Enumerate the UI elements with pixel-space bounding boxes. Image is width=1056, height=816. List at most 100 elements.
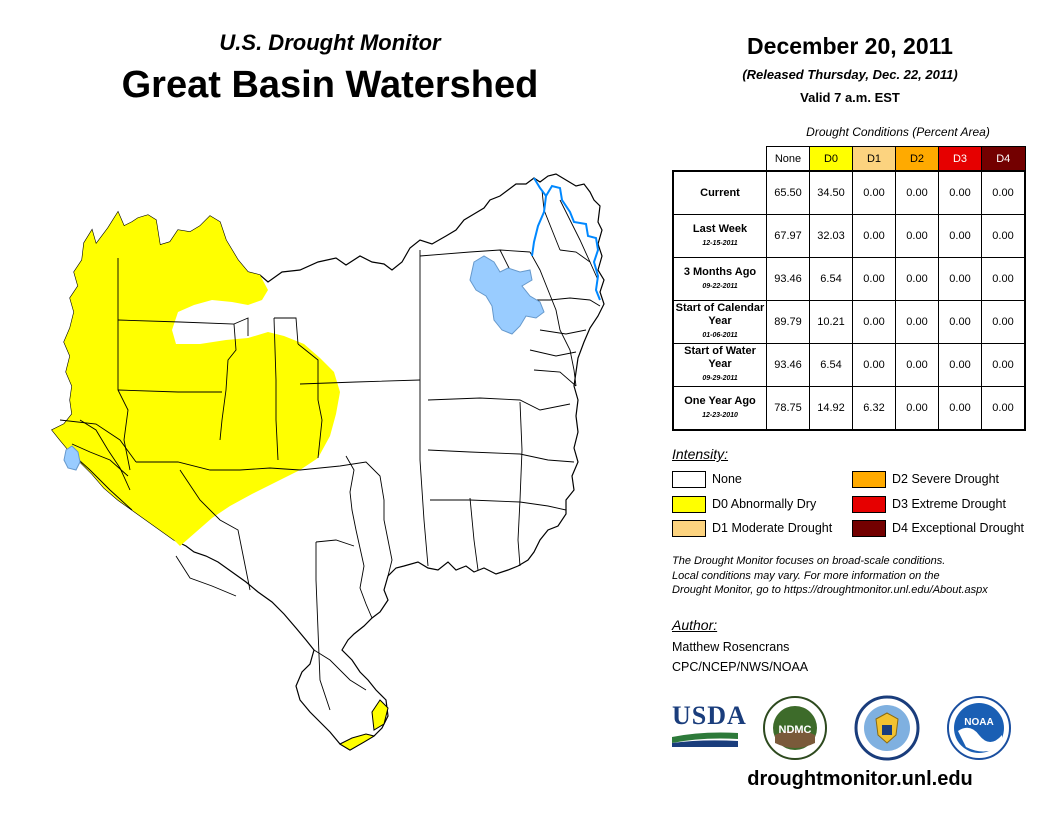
commerce-logo	[854, 695, 920, 761]
cell-value: 65.50	[766, 170, 810, 215]
cell-value: 0.00	[895, 343, 939, 387]
table-row: Start of Water Year 09-29-2011 93.46 6.54…	[672, 343, 1026, 387]
release-date: (Released Thursday, Dec. 22, 2011)	[742, 67, 958, 82]
cell-value: 0.00	[981, 170, 1026, 215]
noaa-logo: NOAA	[947, 696, 1011, 760]
usda-logo-text: USDA	[672, 701, 747, 730]
noaa-logo-text: NOAA	[964, 717, 993, 728]
disclaimer-note: The Drought Monitor focuses on broad-sca…	[672, 554, 1052, 598]
cell-value: 0.00	[895, 386, 939, 431]
legend-swatch-d3	[852, 496, 886, 513]
usda-logo-swoosh	[672, 732, 738, 747]
cell-value: 0.00	[981, 300, 1026, 344]
valid-time: Valid 7 a.m. EST	[800, 90, 900, 105]
cell-value: 93.46	[766, 343, 810, 387]
row-label: 3 Months Ago 09-22-2011	[672, 257, 767, 301]
ndmc-logo-text: NDMC	[779, 724, 812, 736]
header-empty-cell	[673, 147, 767, 172]
cell-value: 0.00	[852, 300, 896, 344]
cell-value: 78.75	[766, 386, 810, 431]
cell-value: 89.79	[766, 300, 810, 344]
cell-value: 6.54	[809, 343, 853, 387]
cell-value: 6.32	[852, 386, 896, 431]
cell-value: 0.00	[938, 343, 982, 387]
footer-url[interactable]: droughtmonitor.unl.edu	[747, 768, 973, 790]
cell-value: 14.92	[809, 386, 853, 431]
cell-value: 0.00	[938, 300, 982, 344]
legend-label-none: None	[712, 472, 742, 486]
table-row: 3 Months Ago 09-22-2011 93.46 6.54 0.00 0…	[672, 257, 1026, 301]
cell-value: 0.00	[981, 343, 1026, 387]
cell-value: 0.00	[938, 257, 982, 301]
watershed-map	[51, 173, 605, 751]
cell-value: 0.00	[852, 257, 896, 301]
map-date: December 20, 2011	[747, 33, 953, 59]
author-heading: Author:	[672, 617, 718, 633]
author-name: Matthew Rosencrans	[672, 640, 790, 654]
cell-value: 0.00	[852, 170, 896, 215]
d0-area-west	[52, 212, 340, 546]
cell-value: 0.00	[981, 386, 1026, 431]
row-label: Current	[672, 170, 767, 215]
conditions-header-row: None D0 D1 D2 D3 D4	[673, 146, 1026, 172]
row-label: Start of Calendar Year 01-06-2011	[672, 300, 767, 344]
legend-label-d4: D4 Exceptional Drought	[892, 521, 1025, 535]
map-title: Great Basin Watershed	[121, 64, 539, 106]
col-d3: D3	[938, 146, 982, 172]
d0-area-south	[338, 733, 376, 751]
cell-value: 0.00	[938, 386, 982, 431]
legend-swatch-none	[672, 471, 706, 488]
author-org: CPC/NCEP/NWS/NOAA	[672, 660, 809, 674]
legend-swatch-d1	[672, 520, 706, 537]
col-none: None	[766, 146, 810, 172]
cell-value: 0.00	[895, 257, 939, 301]
legend-title: Intensity:	[672, 446, 729, 462]
col-d4: D4	[981, 146, 1026, 172]
table-row: Last Week 12-15-2011 67.97 32.03 0.00 0.0…	[672, 214, 1026, 258]
row-label: Start of Water Year 09-29-2011	[672, 343, 767, 387]
table-row: Current 65.50 34.50 0.00 0.00 0.00 0.00	[672, 170, 1026, 215]
conditions-table: None D0 D1 D2 D3 D4 Current 65.50 34.50 …	[672, 146, 1026, 431]
river-line	[533, 177, 601, 301]
cell-value: 0.00	[938, 214, 982, 258]
cell-value: 0.00	[852, 343, 896, 387]
cell-value: 0.00	[852, 214, 896, 258]
river-line-west	[531, 195, 547, 257]
subbasin-boundaries	[59, 189, 601, 711]
col-d0: D0	[809, 146, 853, 172]
note-line: Drought Monitor, go to https://droughtmo…	[672, 584, 988, 596]
legend-label-d1: D1 Moderate Drought	[712, 521, 833, 535]
note-line: Local conditions may vary. For more info…	[672, 569, 940, 582]
lake-tahoe	[63, 445, 81, 471]
cell-value: 0.00	[981, 214, 1026, 258]
cell-value: 0.00	[895, 170, 939, 215]
usda-logo: USDA	[672, 701, 747, 747]
cell-value: 0.00	[938, 170, 982, 215]
note-line: The Drought Monitor focuses on broad-sca…	[672, 555, 946, 567]
legend-swatch-d4	[852, 520, 886, 537]
map-subtitle: U.S. Drought Monitor	[219, 30, 441, 55]
cell-value: 67.97	[766, 214, 810, 258]
col-d1: D1	[852, 146, 896, 172]
legend-swatch-d2	[852, 471, 886, 488]
cell-value: 32.03	[809, 214, 853, 258]
table-row: One Year Ago 12-23-2010 78.75 14.92 6.32 …	[672, 386, 1026, 431]
row-date: 01-06-2011	[702, 332, 738, 339]
row-date: 09-22-2011	[702, 282, 738, 290]
cell-value: 0.00	[895, 214, 939, 258]
table-row: Start of Calendar Year 01-06-2011 89.79 1…	[672, 300, 1026, 344]
row-date: 09-29-2011	[702, 375, 738, 382]
cell-value: 0.00	[895, 300, 939, 344]
legend-label-d0: D0 Abnormally Dry	[712, 497, 817, 511]
legend-label-d3: D3 Extreme Drought	[892, 497, 1006, 511]
cell-value: 34.50	[809, 170, 853, 215]
row-date: 12-15-2011	[702, 239, 738, 247]
legend-label-d2: D2 Severe Drought	[892, 472, 1000, 486]
row-label: Last Week 12-15-2011	[672, 214, 767, 258]
cell-value: 0.00	[981, 257, 1026, 301]
author-block: Matthew Rosencrans CPC/NCEP/NWS/NOAA	[672, 637, 808, 677]
legend-swatch-d0	[672, 496, 706, 513]
great-salt-lake	[469, 255, 545, 335]
basin-outline	[51, 173, 605, 751]
cell-value: 93.46	[766, 257, 810, 301]
